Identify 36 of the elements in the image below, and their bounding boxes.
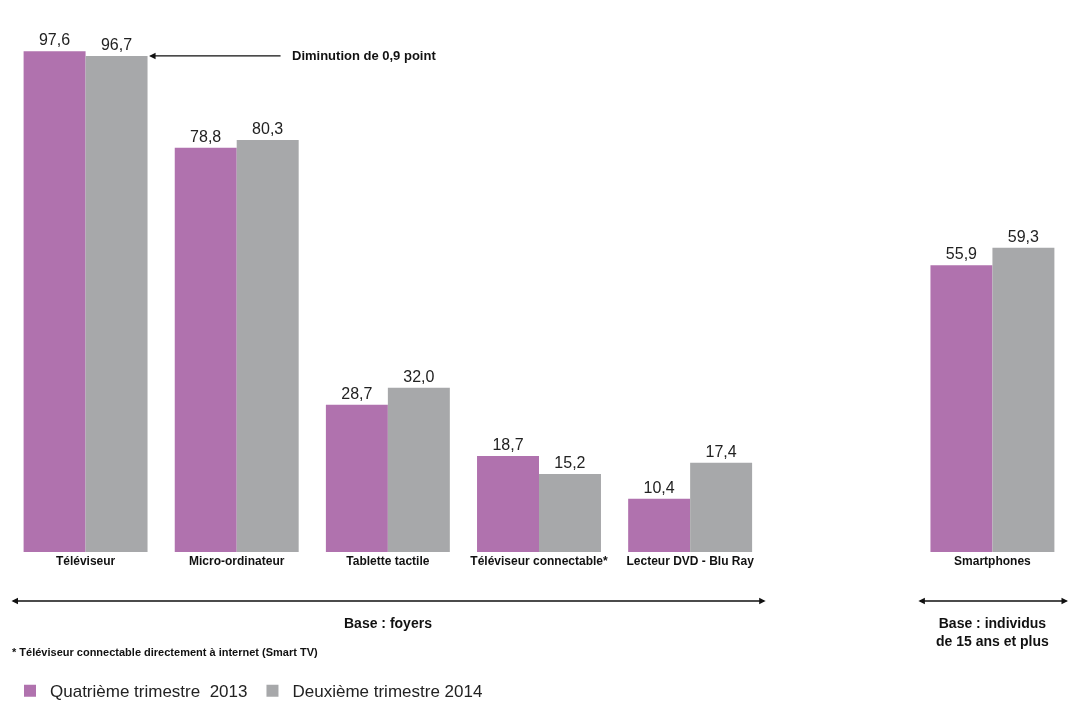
x-tick-label: Téléviseur	[55, 554, 116, 568]
bar	[628, 498, 691, 552]
text: * Téléviseur connectable directement à internet (Smart TV)	[12, 646, 318, 658]
data-label: 10,4	[643, 478, 675, 496]
text: Base : individus de 15 ans et plus	[936, 615, 1050, 650]
data-label: 17,4	[705, 442, 737, 460]
bar	[477, 456, 539, 552]
text: Base : foyers	[344, 615, 433, 631]
annotation: Diminution de 0,9 point	[292, 48, 437, 63]
x-tick-label: Lecteur DVD - Blu Ray	[626, 554, 755, 568]
data-label: 18,7	[492, 436, 524, 454]
bar	[174, 147, 237, 552]
bar	[236, 140, 299, 552]
bar	[992, 247, 1055, 552]
bar	[690, 462, 753, 552]
x-tick-label: Tablette tactile	[346, 554, 430, 568]
bar	[539, 474, 601, 552]
data-label: 32,0	[403, 367, 435, 385]
x-tick-label: Téléviseur connectable*	[470, 554, 609, 568]
data-label: 97,6	[38, 31, 71, 49]
x-tick-label: Smartphones	[954, 554, 1032, 568]
legend-label: Deuxième trimestre 2014	[292, 682, 483, 702]
legend-label: Quatrième trimestre 2013	[50, 682, 248, 702]
data-label: 78,8	[190, 127, 222, 145]
data-label: 55,9	[945, 245, 978, 263]
bar	[325, 404, 388, 552]
bar	[387, 387, 450, 552]
bar	[23, 51, 86, 552]
data-label: 15,2	[554, 454, 586, 472]
bar	[85, 55, 148, 552]
data-label: 96,7	[100, 35, 133, 53]
data-label: 59,3	[1007, 227, 1040, 245]
bar	[930, 265, 993, 552]
data-label: 28,7	[341, 384, 373, 402]
data-label: 80,3	[252, 120, 284, 138]
x-tick-label: Micro-ordinateur	[189, 554, 285, 568]
